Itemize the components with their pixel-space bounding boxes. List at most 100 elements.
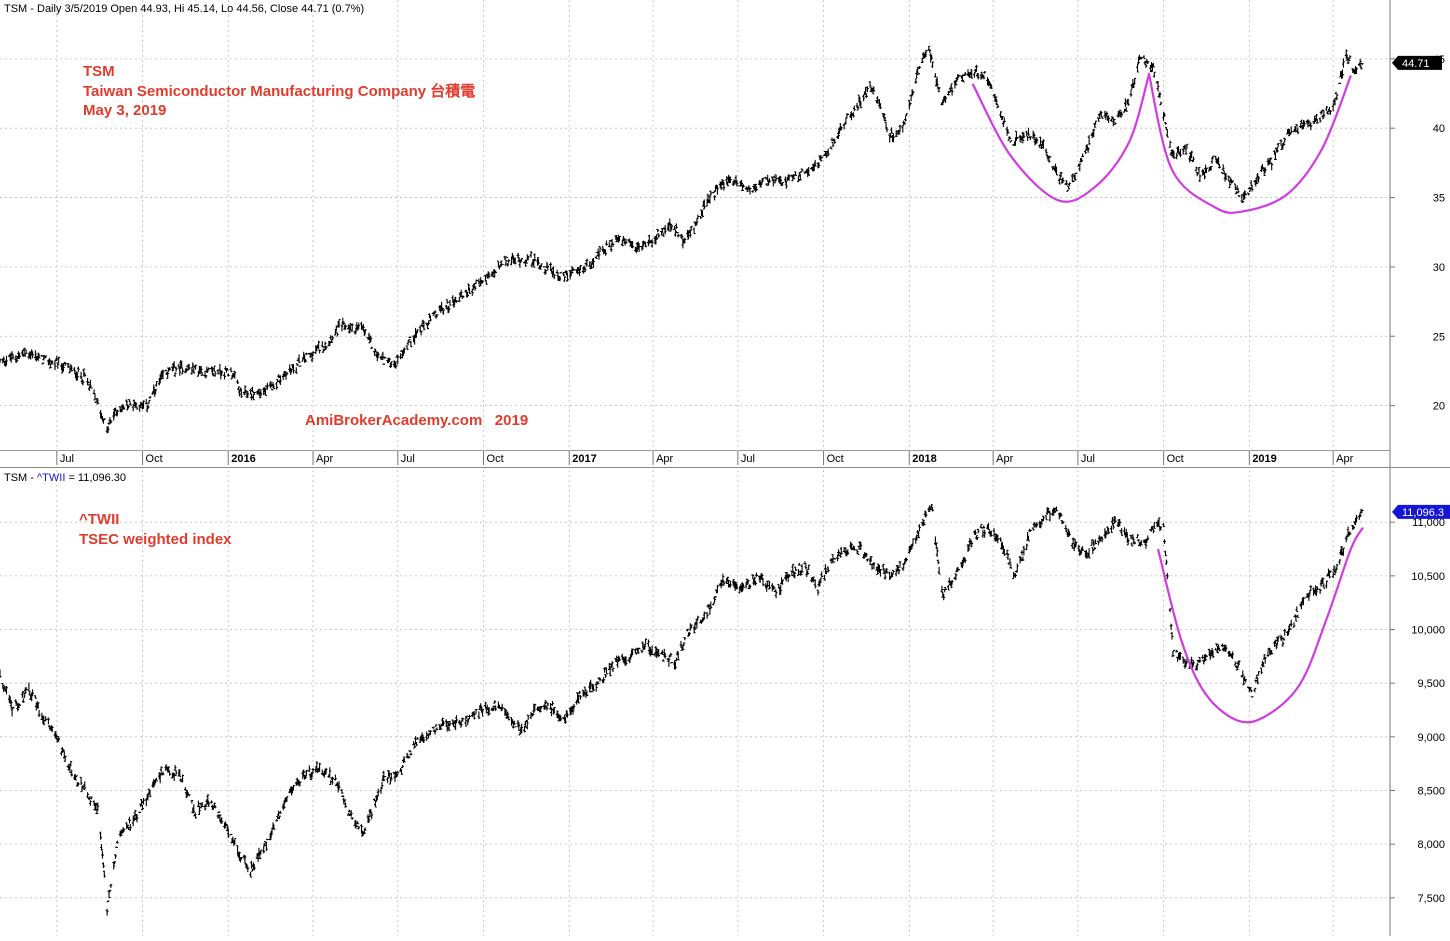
ohlc-bar	[621, 240, 624, 246]
ohlc-bar	[458, 297, 461, 302]
ohlc-bar	[662, 233, 665, 237]
ohlc-bar	[1067, 186, 1070, 189]
ohlc-bar	[1325, 106, 1328, 111]
ohlc-bar	[1361, 63, 1364, 65]
ohlc-bar	[1235, 191, 1238, 194]
ohlc-bar	[64, 363, 67, 366]
ohlc-bar	[1164, 551, 1167, 556]
ohlc-bar	[89, 800, 92, 806]
ohlc-bar	[885, 122, 888, 128]
ohlc-bar	[1071, 174, 1074, 181]
ohlc-bar	[1342, 58, 1345, 67]
ohlc-bar	[785, 182, 788, 188]
ohlc-bar	[605, 668, 608, 674]
ohlc-bar	[918, 524, 921, 531]
ohlc-bar	[1195, 167, 1198, 171]
ohlc-bar	[1295, 124, 1298, 126]
ohlc-bar	[1179, 149, 1182, 157]
x-tick-label-15: Apr	[1336, 453, 1353, 465]
x-tick-label-9: Oct	[827, 453, 844, 465]
ohlc-bar	[1023, 546, 1026, 556]
ohlc-bar	[475, 279, 478, 284]
ohlc-bar	[1136, 534, 1139, 538]
ohlc-bar	[1332, 571, 1335, 578]
ohlc-bar	[1088, 135, 1091, 145]
ohlc-bar	[312, 351, 315, 356]
ohlc-bar	[1270, 163, 1273, 171]
ohlc-bar	[34, 695, 37, 698]
ohlc-bar	[322, 349, 325, 353]
ohlc-bar	[1045, 149, 1048, 155]
ohlc-bar	[1182, 148, 1185, 154]
ohlc-bar	[1110, 526, 1113, 533]
ohlc-bar	[334, 775, 337, 781]
ohlc-bar	[869, 81, 872, 87]
ohlc-bar	[1201, 655, 1204, 659]
ohlc-bar	[262, 845, 265, 853]
ohlc-bar	[1260, 668, 1263, 674]
ohlc-bar	[977, 529, 980, 534]
ohlc-bar	[266, 839, 269, 840]
ohlc-bar	[1092, 540, 1095, 547]
ohlc-bar	[484, 702, 487, 707]
ohlc-bar	[308, 765, 311, 772]
ohlc-bar	[80, 777, 83, 785]
ohlc-bar	[937, 560, 940, 564]
top-panel-header: TSM - Daily 3/5/2019 Open 44.93, Hi 45.1…	[4, 3, 364, 15]
ohlc-bar	[1236, 185, 1239, 188]
ohlc-bar	[427, 734, 430, 738]
ohlc-bar	[115, 847, 118, 848]
ohlc-bar	[1293, 131, 1296, 132]
ohlc-bar	[527, 715, 530, 720]
ohlc-bar	[1003, 117, 1006, 122]
ohlc-bar	[1290, 620, 1293, 627]
cup-curve-cup-3	[1158, 528, 1363, 723]
top-annotation-line-2: Taiwan Semiconductor Manufacturing Compa…	[83, 82, 475, 100]
ohlc-bar	[866, 86, 869, 92]
ohlc-bar	[1170, 624, 1173, 630]
ohlc-bar	[0, 358, 1, 363]
ohlc-bar	[1009, 141, 1012, 143]
ohlc-bar	[857, 553, 860, 555]
ohlc-bar	[42, 363, 45, 364]
y-tick-label-0-3: 35	[1433, 193, 1445, 205]
ohlc-bar	[485, 280, 488, 284]
ohlc-bar	[406, 346, 409, 350]
ohlc-bar	[275, 382, 278, 390]
ohlc-bar	[1162, 523, 1165, 527]
ohlc-bar	[80, 372, 83, 379]
ohlc-bar	[1163, 539, 1166, 544]
ohlc-bar	[382, 364, 385, 365]
ohlc-bar	[563, 276, 566, 282]
ohlc-bar	[108, 891, 111, 898]
ohlc-bar	[114, 854, 117, 858]
ohlc-bar	[938, 567, 941, 575]
ohlc-bar	[370, 347, 373, 349]
ohlc-bar	[69, 761, 72, 767]
ohlc-bar	[712, 603, 715, 606]
ohlc-bar	[12, 707, 15, 709]
ohlc-bar	[38, 710, 41, 717]
cup-curve-cup-1	[973, 75, 1149, 201]
ohlc-bar	[348, 810, 351, 813]
ohlc-bar	[964, 72, 967, 75]
ohlc-bar	[1137, 539, 1140, 541]
ohlc-bar	[1296, 615, 1299, 618]
ohlc-bar	[1165, 560, 1168, 565]
ohlc-bar	[1326, 112, 1329, 114]
y-tick-label-1-5: 10,000	[1411, 625, 1445, 637]
ohlc-bar	[410, 753, 413, 756]
ohlc-bar	[899, 561, 902, 567]
ohlc-bar	[191, 362, 194, 368]
ohlc-bar	[647, 640, 650, 647]
ohlc-bar	[1045, 516, 1048, 520]
ohlc-bar	[662, 659, 665, 661]
ohlc-bar	[155, 381, 158, 386]
ohlc-bar	[677, 234, 680, 238]
ohlc-bar	[223, 372, 226, 379]
y-tick-label-1-0: 7,500	[1417, 893, 1445, 905]
ohlc-bar	[1338, 559, 1341, 564]
ohlc-bar	[1336, 95, 1339, 100]
ohlc-bar	[1234, 184, 1237, 190]
ohlc-bar	[210, 800, 213, 803]
